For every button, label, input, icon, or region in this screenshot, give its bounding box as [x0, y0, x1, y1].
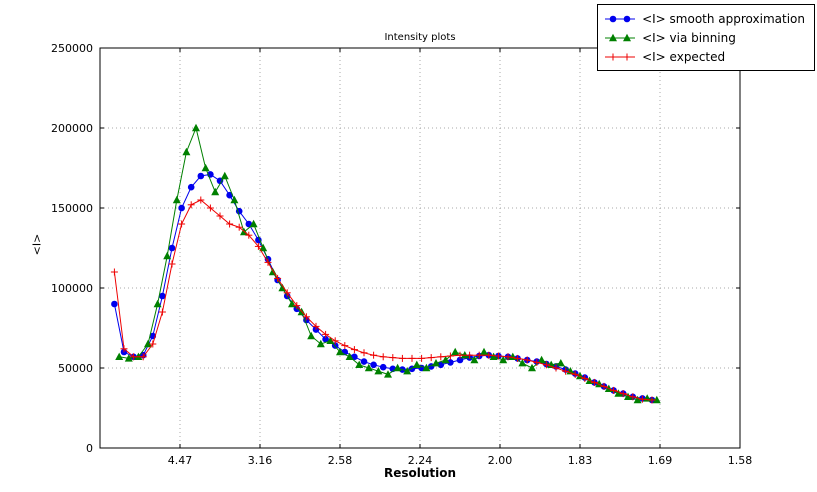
- svg-text:100000: 100000: [51, 282, 93, 295]
- svg-text:2.24: 2.24: [408, 454, 433, 467]
- legend-item-expected: <I> expected: [604, 48, 805, 65]
- legend-label-smooth-approximation: <I> smooth approximation: [642, 11, 805, 26]
- legend-label-expected: <I> expected: [642, 49, 726, 64]
- legend: <I> smooth approximation <I> via binning…: [597, 4, 815, 71]
- legend-marker-smooth-approximation-icon: [605, 15, 636, 22]
- legend-marker-via-binning-icon: [605, 33, 636, 41]
- svg-text:2.58: 2.58: [328, 454, 353, 467]
- svg-text:3.16: 3.16: [248, 454, 273, 467]
- y-axis-label: <I>: [30, 233, 44, 256]
- svg-text:4.47: 4.47: [168, 454, 193, 467]
- svg-text:150000: 150000: [51, 202, 93, 215]
- svg-text:0: 0: [86, 442, 93, 455]
- svg-text:1.83: 1.83: [568, 454, 593, 467]
- chart-title: Intensity plots: [384, 32, 456, 43]
- svg-text:1.69: 1.69: [648, 454, 673, 467]
- x-axis-label: Resolution: [383, 466, 457, 480]
- legend-item-via-binning: <I> via binning: [604, 29, 805, 46]
- svg-text:200000: 200000: [51, 122, 93, 135]
- legend-marker-expected-icon: [605, 53, 636, 60]
- legend-label-via-binning: <I> via binning: [642, 30, 736, 45]
- svg-text:250000: 250000: [51, 42, 93, 55]
- legend-item-smooth-approximation: <I> smooth approximation: [604, 10, 805, 27]
- svg-text:50000: 50000: [58, 362, 93, 375]
- svg-text:1.58: 1.58: [728, 454, 753, 467]
- svg-text:2.00: 2.00: [488, 454, 513, 467]
